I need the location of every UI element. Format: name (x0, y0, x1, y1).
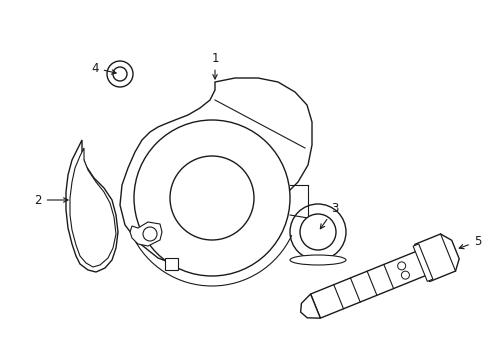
Polygon shape (120, 78, 311, 272)
Text: 3: 3 (320, 202, 338, 229)
Text: 1: 1 (211, 51, 218, 79)
Polygon shape (164, 258, 178, 270)
Circle shape (289, 204, 346, 260)
Circle shape (299, 214, 335, 250)
Polygon shape (300, 294, 320, 318)
Polygon shape (414, 234, 458, 282)
Text: 5: 5 (458, 235, 480, 249)
Circle shape (113, 67, 127, 81)
Polygon shape (412, 244, 432, 282)
Ellipse shape (289, 255, 346, 265)
Circle shape (134, 120, 289, 276)
Text: 2: 2 (34, 194, 68, 207)
Polygon shape (310, 251, 426, 318)
Circle shape (107, 61, 133, 87)
Text: 4: 4 (91, 62, 116, 75)
Circle shape (170, 156, 253, 240)
Polygon shape (130, 222, 162, 246)
Polygon shape (70, 148, 116, 267)
Polygon shape (66, 140, 118, 272)
